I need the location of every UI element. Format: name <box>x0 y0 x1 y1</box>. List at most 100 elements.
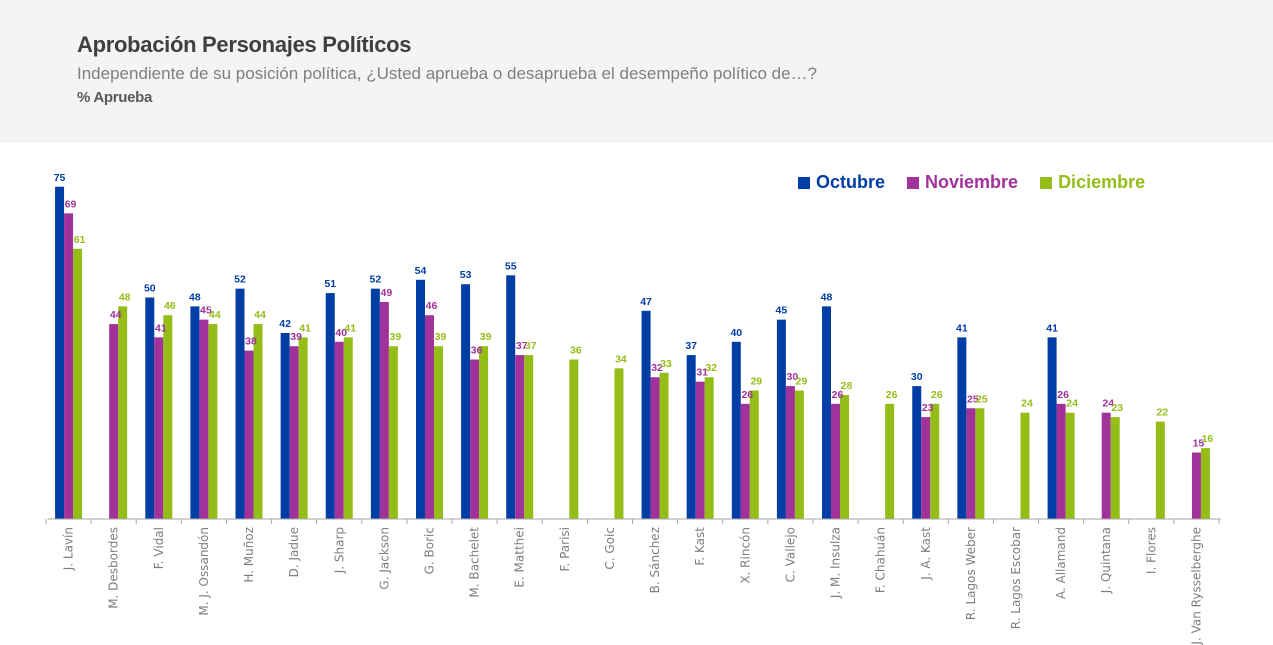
data-label-noviembre-1: 44 <box>110 309 122 321</box>
data-label-diciembre-3: 44 <box>209 309 221 321</box>
bar-diciembre-17 <box>840 394 850 519</box>
x-tick-label-11: F. Parisi <box>558 527 572 572</box>
data-label-diciembre-11: 36 <box>570 345 582 357</box>
bar-noviembre-20 <box>966 408 976 519</box>
bar-noviembre-14 <box>695 381 705 519</box>
data-label-diciembre-8: 39 <box>435 331 447 343</box>
bar-diciembre-14 <box>704 377 714 519</box>
bar-octubre-14 <box>686 355 696 519</box>
data-label-diciembre-12: 34 <box>615 353 627 365</box>
bar-noviembre-9 <box>470 359 480 519</box>
bar-diciembre-18 <box>885 403 895 519</box>
bar-noviembre-3 <box>199 319 209 519</box>
data-label-noviembre-13: 32 <box>651 362 663 374</box>
bar-diciembre-12 <box>614 368 624 519</box>
data-label-noviembre-4: 38 <box>245 336 257 348</box>
data-label-noviembre-3: 45 <box>200 305 212 317</box>
bar-diciembre-11 <box>569 359 579 519</box>
data-label-noviembre-5: 39 <box>290 331 302 343</box>
bar-diciembre-5 <box>298 337 308 519</box>
x-tick-label-20: R. Lagos Weber <box>964 527 978 620</box>
data-label-noviembre-22: 26 <box>1057 389 1069 401</box>
bar-noviembre-19 <box>921 417 931 519</box>
x-tick-label-2: F. Vidal <box>152 527 166 569</box>
data-label-octubre-19: 30 <box>911 371 923 383</box>
bar-octubre-2 <box>145 297 155 519</box>
data-label-noviembre-25: 15 <box>1193 438 1205 450</box>
bar-noviembre-17 <box>831 403 841 519</box>
data-label-noviembre-14: 31 <box>696 367 708 379</box>
bar-noviembre-23 <box>1101 412 1111 519</box>
bar-diciembre-7 <box>388 346 398 519</box>
data-label-octubre-13: 47 <box>640 296 652 308</box>
x-tick-label-6: J. Sharp <box>332 527 346 574</box>
x-tick-label-21: R. Lagos Escobar <box>1009 527 1023 629</box>
x-tick-label-24: I. Flores <box>1144 527 1158 574</box>
bar-octubre-16 <box>776 319 786 519</box>
bar-diciembre-19 <box>930 403 940 519</box>
bar-diciembre-20 <box>975 408 985 519</box>
bar-octubre-8 <box>415 279 425 519</box>
bar-octubre-6 <box>325 293 335 519</box>
data-label-octubre-2: 50 <box>144 283 156 295</box>
data-label-noviembre-9: 36 <box>471 345 483 357</box>
bar-octubre-20 <box>957 337 967 519</box>
data-label-diciembre-21: 24 <box>1021 398 1033 410</box>
data-label-diciembre-2: 46 <box>164 300 176 312</box>
bar-noviembre-10 <box>515 355 525 519</box>
data-label-diciembre-15: 29 <box>750 376 762 388</box>
data-label-octubre-4: 52 <box>234 274 246 286</box>
legend-swatch-noviembre <box>907 176 920 189</box>
bar-diciembre-4 <box>253 324 263 519</box>
data-label-diciembre-22: 24 <box>1066 398 1078 410</box>
data-label-diciembre-20: 25 <box>976 393 988 405</box>
data-label-diciembre-13: 33 <box>660 358 672 370</box>
data-label-octubre-22: 41 <box>1046 322 1058 334</box>
legend-swatch-octubre <box>798 176 810 189</box>
x-tick-label-15: X. Rincón <box>738 527 752 584</box>
bar-diciembre-22 <box>1065 412 1075 519</box>
chart-subtitle: Independiente de su posición política, ¿… <box>77 64 818 83</box>
x-tick-label-9: M. Bachelet <box>468 527 482 598</box>
x-tick-label-4: H. Muñoz <box>242 527 256 583</box>
bar-diciembre-21 <box>1020 412 1030 519</box>
bar-octubre-3 <box>190 306 200 519</box>
x-tick-label-3: M. J. Ossandón <box>197 527 211 616</box>
data-label-octubre-10: 55 <box>505 260 517 272</box>
bar-octubre-5 <box>280 332 290 519</box>
data-label-octubre-14: 37 <box>685 340 697 352</box>
bar-diciembre-23 <box>1110 417 1120 519</box>
data-label-diciembre-25: 16 <box>1202 433 1214 445</box>
bar-diciembre-13 <box>659 372 669 519</box>
data-label-octubre-3: 48 <box>189 291 201 303</box>
bar-octubre-19 <box>912 386 922 519</box>
bar-octubre-17 <box>822 306 832 519</box>
data-labels-group: 7569614448504146484544523844423941514041… <box>54 172 1214 450</box>
x-tick-label-16: C. Vallejo <box>783 527 797 582</box>
data-label-noviembre-16: 30 <box>787 371 799 383</box>
data-label-noviembre-23: 24 <box>1102 398 1114 410</box>
bar-noviembre-1 <box>109 324 119 519</box>
bar-octubre-9 <box>461 284 471 519</box>
data-label-diciembre-9: 39 <box>480 331 492 343</box>
data-label-diciembre-19: 26 <box>931 389 943 401</box>
x-tick-label-1: M. Desbordes <box>107 527 121 609</box>
bar-diciembre-6 <box>343 337 353 519</box>
bar-noviembre-2 <box>154 337 164 519</box>
data-label-octubre-0: 75 <box>54 172 66 184</box>
bar-diciembre-10 <box>524 355 534 519</box>
bar-octubre-15 <box>731 341 741 519</box>
data-label-diciembre-5: 41 <box>299 322 311 334</box>
data-label-octubre-20: 41 <box>956 322 968 334</box>
bar-diciembre-3 <box>208 324 218 519</box>
legend-swatch-diciembre <box>1040 176 1053 189</box>
data-label-diciembre-24: 22 <box>1156 407 1168 419</box>
data-label-diciembre-10: 37 <box>525 340 537 352</box>
bar-noviembre-8 <box>424 315 434 519</box>
bar-noviembre-25 <box>1191 452 1201 519</box>
x-tick-label-10: E. Matthei <box>513 527 527 588</box>
data-label-diciembre-0: 61 <box>74 234 86 246</box>
data-label-octubre-15: 40 <box>730 327 742 339</box>
bar-octubre-10 <box>506 275 516 519</box>
legend-item-noviembre: Noviembre <box>907 172 1018 193</box>
